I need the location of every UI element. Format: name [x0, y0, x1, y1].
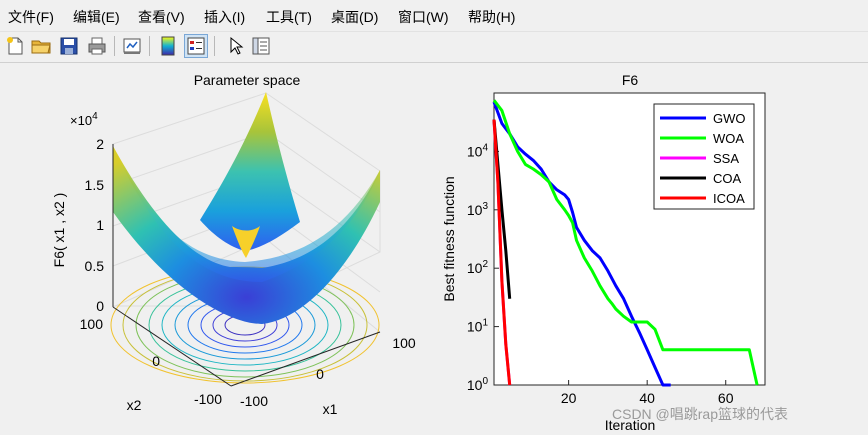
x-tick-label: 20 [561, 390, 577, 406]
menu-tools[interactable]: 工具(T) [266, 9, 312, 25]
y-axis-label: Best fitness function [441, 176, 457, 301]
link-plot-icon [123, 38, 141, 54]
pointer-icon [230, 36, 244, 55]
menu-insert[interactable]: 插入(I) [204, 9, 246, 25]
colorbar-button[interactable] [157, 35, 179, 57]
colorbar-icon [161, 36, 175, 56]
z-axis-label: F6( x1 , x2 ) [51, 193, 67, 268]
series-line-woa [492, 99, 759, 386]
save-button[interactable] [58, 35, 80, 57]
z-tick-label: 0 [96, 298, 104, 314]
x-tick-label: 40 [639, 390, 655, 406]
legend-label: GWO [713, 111, 746, 126]
menu-window[interactable]: 窗口(W) [398, 9, 449, 25]
surface-mesh [113, 92, 380, 324]
toolbar [0, 31, 868, 63]
menu-file[interactable]: 文件(F) [8, 9, 54, 25]
y-tick-label: 104 [467, 142, 489, 159]
menu-desktop[interactable]: 桌面(D) [331, 9, 379, 25]
surface-title: Parameter space [194, 72, 301, 88]
z-tick-label: 1.5 [85, 177, 105, 193]
z-multiplier: ×104 [70, 111, 98, 128]
x1-axis: -100 0 100 x1 [230, 331, 416, 417]
toolbar-separator [149, 36, 150, 56]
toolbar-separator [214, 36, 215, 56]
z-tick-label: 0.5 [85, 258, 105, 274]
convergence-axes: 100 101 102 103 104 20 40 60 [467, 142, 734, 406]
legend-items: GWO WOA SSA COA ICOA [660, 111, 746, 206]
series-line-icoa [492, 119, 512, 386]
link-plot-button[interactable] [121, 35, 143, 57]
surface-plot: Parameter space [51, 72, 416, 417]
x2-tick-label: 100 [80, 316, 104, 332]
z-tick-label: 1 [96, 217, 104, 233]
watermark-text: CSDN @唱跳rap篮球的代表 [612, 406, 789, 422]
x1-tick-label: 0 [316, 366, 324, 382]
toolbar-separator [114, 36, 115, 56]
legend-label: WOA [713, 131, 744, 146]
legend-button[interactable] [184, 34, 208, 58]
convergence-plot: F6 100 101 102 103 104 20 40 60 Best fitness fu… [441, 72, 766, 433]
x2-tick-label: 0 [152, 353, 160, 369]
edit-plot-button[interactable] [224, 35, 246, 57]
property-inspector-button[interactable] [250, 35, 272, 57]
x2-axis: 100 0 -100 x2 [80, 306, 232, 413]
y-tick-label: 100 [467, 376, 489, 393]
x2-tick-label: -100 [194, 391, 222, 407]
x1-tick-label: -100 [240, 393, 268, 409]
property-inspector-icon [252, 37, 270, 55]
menu-edit[interactable]: 编辑(E) [73, 9, 120, 25]
open-folder-icon [31, 40, 51, 54]
x2-axis-label: x2 [127, 397, 142, 413]
menu-help[interactable]: 帮助(H) [468, 9, 516, 25]
y-tick-label: 103 [467, 201, 489, 218]
convergence-title: F6 [622, 72, 639, 88]
convergence-lines [492, 99, 759, 387]
y-tick-label: 101 [467, 318, 489, 335]
series-line-gwo [492, 101, 671, 387]
legend[interactable]: GWO WOA SSA COA ICOA [653, 103, 755, 210]
new-figure-button[interactable] [4, 35, 26, 57]
legend-label: COA [713, 171, 742, 186]
legend-label: SSA [713, 151, 739, 166]
x-axis-label: Iteration [605, 417, 656, 433]
x1-axis-label: x1 [323, 401, 338, 417]
print-button[interactable] [86, 35, 108, 57]
open-button[interactable] [30, 35, 52, 57]
figure-canvas: Parameter space [51, 72, 766, 433]
z-tick-label: 2 [96, 136, 104, 152]
save-icon [60, 37, 78, 55]
y-tick-label: 102 [467, 259, 489, 276]
menu-bar: 文件(F) 编辑(E) 查看(V) 插入(I) 工具(T) 桌面(D) 窗口(W… [0, 0, 868, 30]
menu-view[interactable]: 查看(V) [138, 9, 185, 25]
x-tick-label: 60 [718, 390, 734, 406]
legend-label: ICOA [713, 191, 745, 206]
legend-icon [187, 37, 205, 55]
new-figure-icon [7, 37, 23, 55]
z-axis: 2 1.5 1 0.5 0 ×104 F6( x1 , x2 ) [51, 111, 114, 314]
print-icon [88, 37, 106, 55]
x1-tick-label: 100 [392, 335, 416, 351]
